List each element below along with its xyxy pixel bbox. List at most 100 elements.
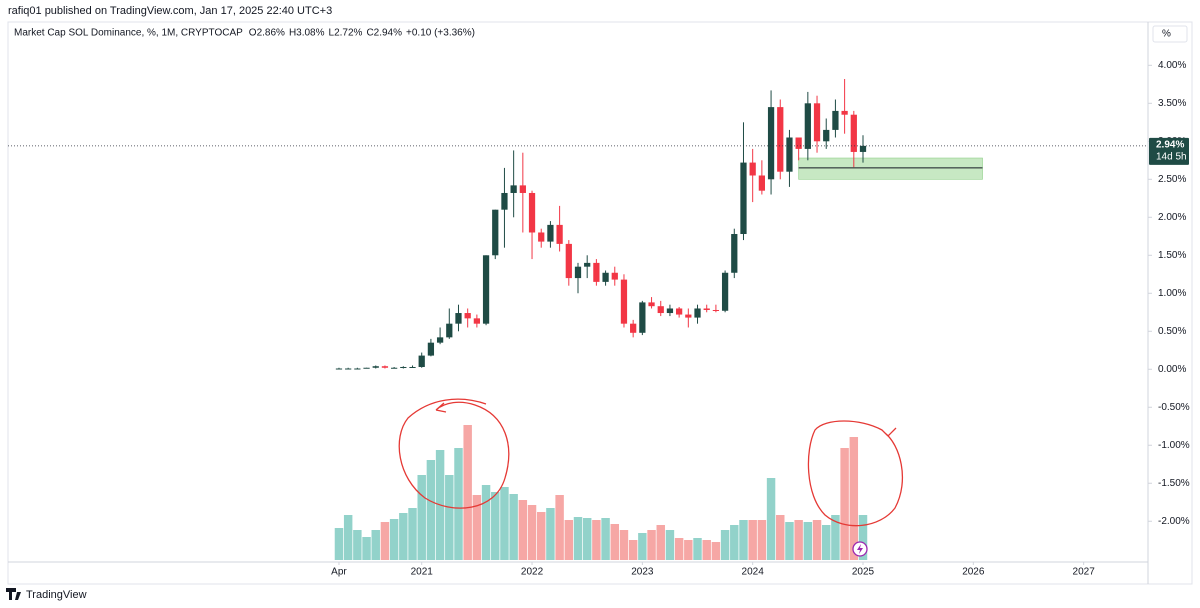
frame [7, 21, 1193, 585]
candle-body [850, 114, 857, 152]
y-tick-label: 3.50% [1158, 98, 1186, 109]
candle-body [528, 192, 536, 233]
candle-body [538, 232, 545, 242]
volume-bar [491, 492, 500, 560]
volume-bar [380, 522, 390, 560]
volume-bar [785, 522, 794, 560]
header: rafiq01 published on TradingView.com, Ja… [8, 5, 332, 17]
volume-bar [592, 520, 601, 560]
candle-body [473, 318, 480, 324]
support-zone [798, 157, 983, 180]
volume-bar [343, 515, 353, 560]
candle-body [703, 308, 710, 310]
candle-body [547, 224, 554, 242]
brand: TradingView [26, 589, 87, 601]
x-tick-label: 2023 [631, 567, 654, 578]
ohlc-value: O2.86% [249, 28, 285, 39]
candle-body [767, 107, 775, 180]
volume-bar [812, 520, 822, 560]
volume-bar [702, 540, 711, 560]
candle-body [381, 366, 389, 368]
candle-body [501, 192, 508, 210]
last-price-label: 2.94% [1156, 140, 1184, 151]
candle-body [593, 262, 600, 282]
volume-bar [389, 519, 399, 560]
candle-body [574, 266, 582, 279]
candle-body [400, 366, 407, 368]
y-tick-label: -0.50% [1158, 402, 1190, 413]
scale-button-label[interactable]: % [1162, 29, 1171, 40]
candle-body [556, 224, 563, 244]
volume-bar [794, 520, 803, 560]
candle-body [409, 366, 416, 368]
candle-body [620, 279, 628, 324]
volume-bar [776, 515, 785, 560]
candle-body [823, 129, 830, 142]
candle-body [446, 323, 453, 338]
x-tick-label: 2022 [521, 567, 544, 578]
volume-bar [693, 538, 702, 560]
volume-bar [849, 437, 859, 560]
volume-bar [858, 515, 868, 560]
candle-body [391, 367, 398, 369]
scale-button[interactable] [1152, 25, 1188, 43]
volume-bar [684, 540, 693, 560]
candle-body [455, 313, 462, 324]
volume-bar [463, 425, 472, 560]
annotation-circle [398, 398, 510, 509]
volume-bar [472, 495, 482, 560]
candle-body [335, 368, 343, 370]
y-tick-label: 0.00% [1158, 364, 1186, 375]
candle-body [345, 368, 352, 370]
candle-body [841, 110, 848, 115]
volume-bar [564, 520, 574, 560]
y-tick-label: -2.00% [1158, 516, 1190, 527]
volume-bar [739, 520, 748, 560]
candle-body [694, 308, 701, 318]
x-tick-label: 2025 [852, 567, 875, 578]
ohlc-value: L2.72% [329, 28, 363, 39]
volume-bar [757, 520, 767, 560]
candle-body [676, 308, 683, 315]
candle-body [630, 323, 637, 333]
candle-body [639, 302, 646, 333]
volume-bar [445, 475, 454, 560]
volume-bar [610, 524, 620, 560]
volume-bar [601, 518, 610, 560]
x-tick-label: 2024 [742, 567, 765, 578]
volume-bar [840, 448, 849, 560]
candle-body [832, 110, 839, 130]
candle-body [565, 243, 572, 279]
candle-body [666, 308, 674, 314]
volume-bar [638, 533, 647, 560]
volume-bar [831, 515, 840, 560]
x-tick-label: Apr [331, 567, 347, 578]
y-tick-label: -1.50% [1158, 478, 1190, 489]
volume-bar [426, 460, 436, 560]
volume-bar [803, 522, 813, 560]
volume-bar [518, 500, 528, 560]
volume-bar [546, 508, 555, 560]
last-price-box [1149, 137, 1189, 165]
volume-bar [334, 528, 344, 560]
candle-body [657, 306, 664, 314]
candle-body [786, 137, 793, 172]
candle-body [602, 272, 609, 282]
x-tick-label: 2026 [962, 567, 985, 578]
y-tick-label: -1.00% [1158, 440, 1190, 451]
plot: 4.00%3.50%3.00%2.50%2.00%1.50%1.00%0.50%… [8, 60, 1190, 578]
volume-bar [573, 517, 583, 560]
volume-bar [711, 542, 721, 560]
volume-bar [454, 448, 463, 560]
change: +0.10 (+3.36%) [406, 28, 475, 39]
candle-body [611, 272, 618, 280]
symbol-title: Market Cap SOL Dominance, %, 1M, CRYPTOC… [14, 28, 243, 39]
volume-bar [509, 494, 518, 560]
candle-body [749, 162, 756, 176]
candle-body [648, 302, 655, 307]
candle-body [519, 185, 526, 193]
candle-body [482, 255, 490, 324]
candle-body [363, 367, 370, 369]
